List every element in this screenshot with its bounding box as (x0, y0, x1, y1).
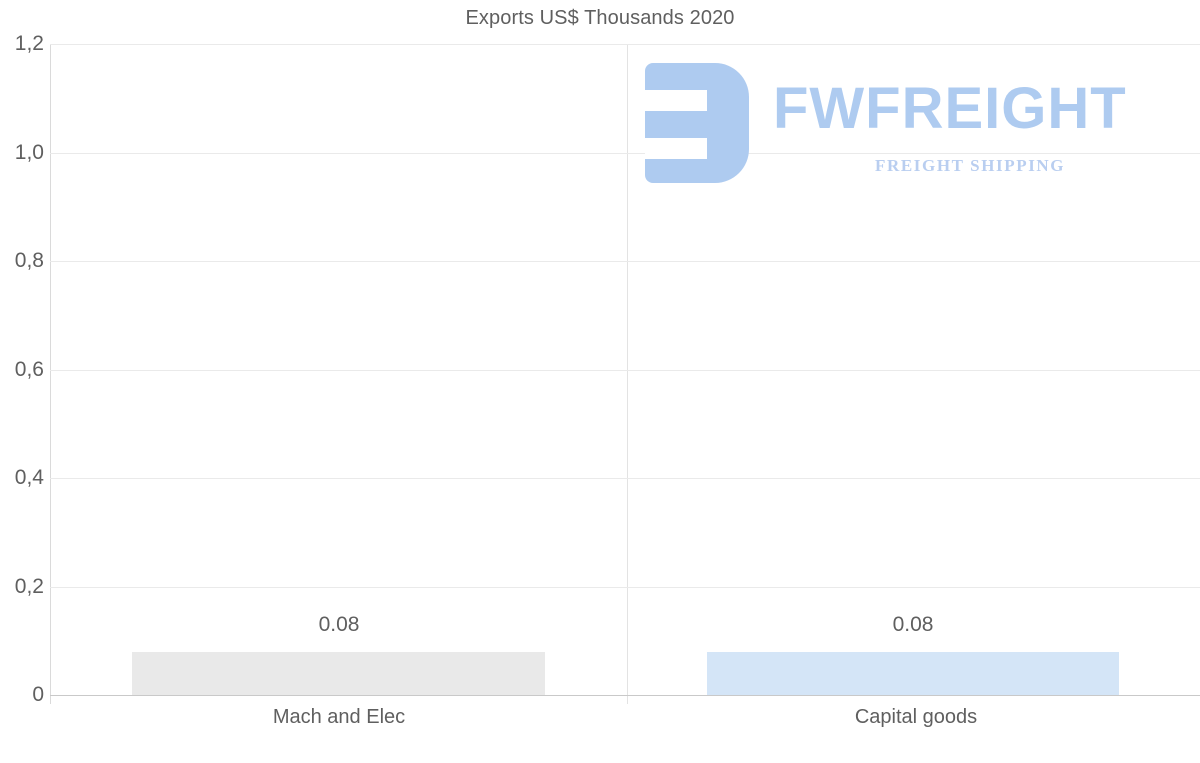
gridline-0-4 (50, 478, 1200, 479)
bar-mach-and-elec[interactable] (132, 652, 545, 695)
y-tick-label-0: 0 (32, 683, 44, 706)
plot-area: 1,2 1,0 0,8 0,6 0,4 0,2 0 (15, 32, 1200, 706)
y-tick-label-0-4: 0,4 (14, 466, 44, 489)
category-divider (627, 44, 628, 704)
y-tick-label-1-2: 1,2 (14, 32, 44, 55)
y-tick-label-0-8: 0,8 (14, 249, 44, 272)
y-tick-label-0-6: 0,6 (14, 357, 44, 381)
category-label-mach-and-elec: Mach and Elec (272, 706, 406, 728)
gridline-0-8 (50, 261, 1200, 262)
bar-value-label-mach-and-elec: 0.08 (318, 613, 360, 636)
gridline-baseline (50, 695, 1200, 696)
y-tick-label-0-2: 0,2 (14, 574, 44, 598)
gridline-1-0 (50, 152, 1200, 154)
chart-title: Exports US$ Thousands 2020 (465, 7, 735, 29)
gridline-0-2 (50, 586, 1200, 588)
gridline-0-6 (50, 369, 1200, 371)
y-tick-label-1-0: 1,0 (14, 140, 44, 164)
bar-value-label-capital-goods: 0.08 (892, 613, 934, 636)
gridline-1-2 (50, 44, 1200, 45)
category-label-capital-goods: Capital goods (854, 706, 978, 728)
y-axis-line (50, 44, 51, 704)
bar-capital-goods[interactable] (707, 652, 1119, 695)
